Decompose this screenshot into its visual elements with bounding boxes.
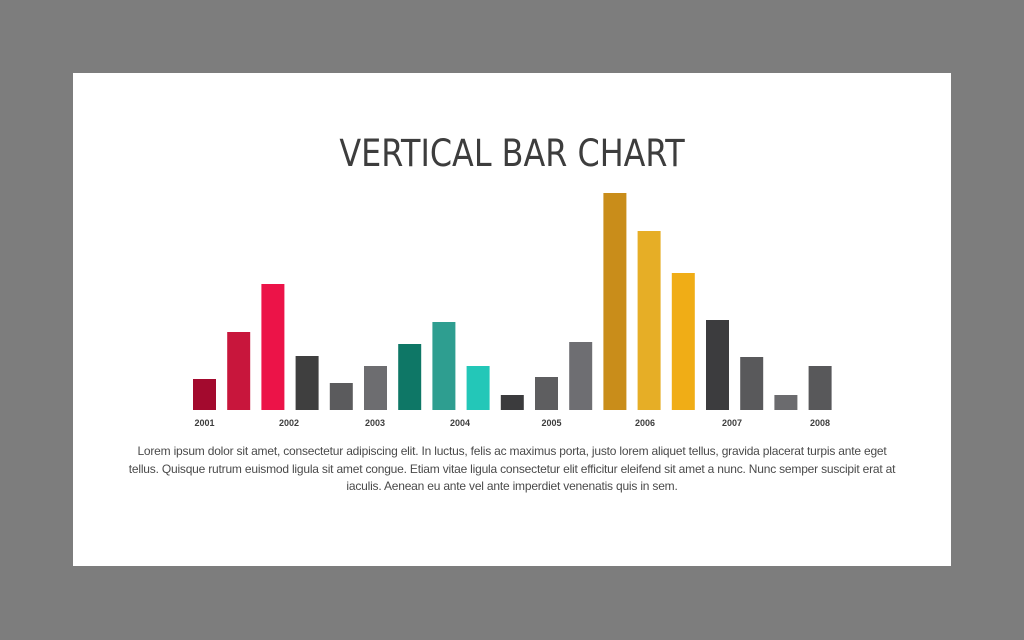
x-tick-label: 2005 — [541, 418, 561, 428]
bar-18 — [774, 395, 798, 410]
bar-3 — [261, 284, 285, 410]
bar-1 — [193, 379, 216, 410]
bar-4 — [295, 356, 319, 410]
bar-12 — [569, 342, 593, 410]
x-tick-label: 2004 — [450, 418, 470, 428]
bar-16 — [706, 320, 729, 410]
bar-14 — [637, 231, 661, 410]
x-tick-label: 2008 — [810, 418, 830, 428]
bar-6 — [364, 366, 387, 410]
bar-7 — [398, 344, 422, 410]
bar-9 — [466, 366, 490, 410]
chart-title: VERTICAL BAR CHART — [339, 132, 685, 175]
bar-15 — [671, 273, 695, 410]
bar-13 — [603, 193, 627, 410]
bar-17 — [740, 357, 764, 410]
x-tick-label: 2006 — [635, 418, 655, 428]
bar-10 — [500, 395, 524, 410]
x-tick-label: 2007 — [722, 418, 742, 428]
x-tick-label: 2001 — [194, 418, 214, 428]
bar-8 — [432, 322, 456, 410]
bar-5 — [329, 383, 353, 410]
chart-card — [73, 73, 951, 566]
x-tick-label: 2002 — [279, 418, 299, 428]
bar-11 — [535, 377, 558, 410]
chart-description: Lorem ipsum dolor sit amet, consectetur … — [128, 444, 896, 493]
x-tick-label: 2003 — [365, 418, 385, 428]
bar-2 — [227, 332, 251, 410]
bar-19 — [808, 366, 832, 410]
